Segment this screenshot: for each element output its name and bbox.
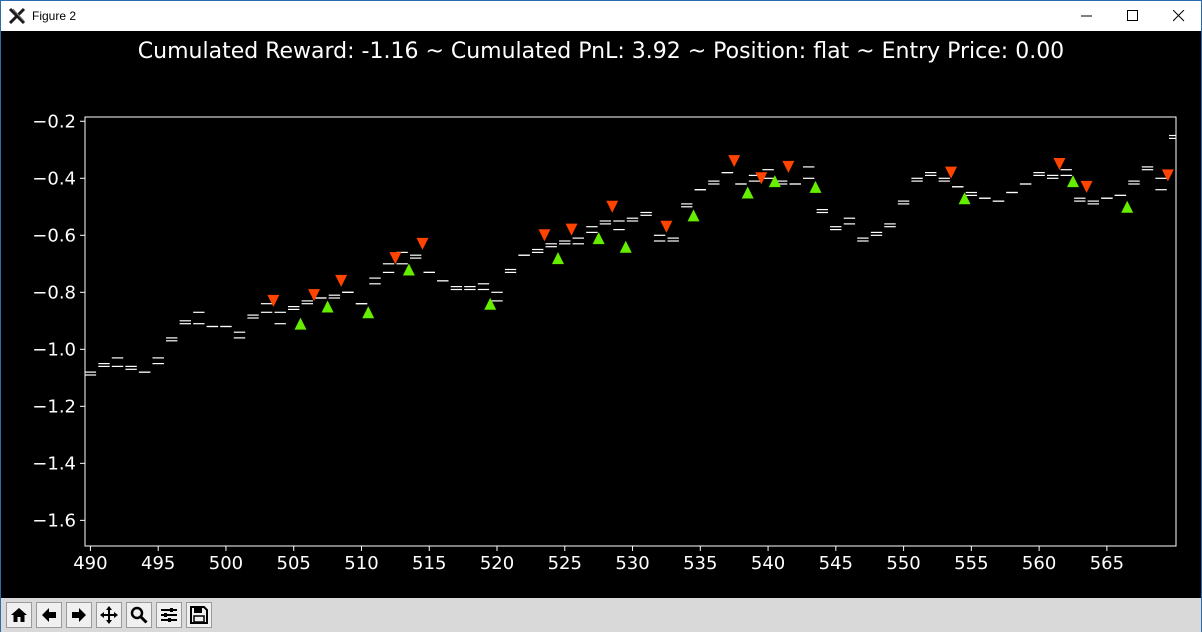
data-group xyxy=(85,134,1176,376)
buy-marker-1 xyxy=(321,300,334,313)
pan-icon xyxy=(100,606,118,624)
sell-marker-5 xyxy=(538,229,551,242)
minimize-button[interactable] xyxy=(1064,1,1110,31)
y-tick-label-1: −1.4 xyxy=(32,453,76,474)
sell-marker-13 xyxy=(1053,158,1066,171)
x-tick-label-530: 530 xyxy=(615,553,649,574)
forward-button[interactable] xyxy=(66,602,92,628)
zoom-icon xyxy=(130,606,148,624)
forward-icon xyxy=(72,608,86,622)
buy-marker-8 xyxy=(687,209,700,222)
x-tick-label-505: 505 xyxy=(277,553,311,574)
back-button[interactable] xyxy=(36,602,62,628)
y-tick-label-6: −0.4 xyxy=(32,168,76,189)
x-tick-label-510: 510 xyxy=(344,553,378,574)
x-tick-label-515: 515 xyxy=(412,553,446,574)
sell-marker-14 xyxy=(1080,180,1093,193)
sell-marker-3 xyxy=(389,252,402,265)
sell-marker-12 xyxy=(945,166,958,179)
sell-marker-8 xyxy=(660,220,673,233)
home-button[interactable] xyxy=(6,602,32,628)
buy-marker-11 xyxy=(809,180,822,193)
sell-marker-15 xyxy=(1161,169,1174,182)
x-tick-label-550: 550 xyxy=(886,553,920,574)
buy-marker-7 xyxy=(619,240,632,253)
x-tick-label-500: 500 xyxy=(209,553,243,574)
matplotlib-x-icon xyxy=(8,7,26,25)
sell-marker-2 xyxy=(335,274,348,287)
buy-marker-14 xyxy=(1121,200,1134,213)
zoom-button[interactable] xyxy=(126,602,152,628)
x-tick-label-565: 565 xyxy=(1090,553,1124,574)
plot-area[interactable]: 490 495 500 505 510 515 520 525 530 535 540 545 550 5… xyxy=(1,31,1201,598)
sell-marker-7 xyxy=(606,200,619,213)
sell-marker-6 xyxy=(565,223,578,236)
buy-marker-6 xyxy=(592,232,605,245)
x-tick-label-545: 545 xyxy=(819,553,853,574)
y-tick-label-7: −0.2 xyxy=(32,111,76,132)
buy-marker-4 xyxy=(484,297,497,310)
buy-marker-3 xyxy=(402,263,415,276)
navigation-toolbar xyxy=(1,598,1201,632)
x-tick-label-555: 555 xyxy=(954,553,988,574)
configure-subplots-icon xyxy=(161,608,177,622)
buy-marker-10 xyxy=(768,175,781,188)
window-title: Figure 2 xyxy=(32,9,77,23)
save-icon xyxy=(190,606,208,624)
y-tick-label-4: −0.8 xyxy=(32,282,76,303)
sell-marker-0 xyxy=(267,294,280,307)
x-tick-label-495: 495 xyxy=(141,553,175,574)
buy-marker-5 xyxy=(551,252,564,265)
chart-title: Cumulated Reward: -1.16 ~ Cumulated PnL:… xyxy=(137,39,1065,64)
figure-canvas[interactable] xyxy=(1,31,1201,598)
pan-button[interactable] xyxy=(96,602,122,628)
y-tick-label-5: −0.6 xyxy=(32,225,76,246)
close-button[interactable] xyxy=(1156,1,1202,31)
back-icon xyxy=(42,608,56,622)
configure-subplots-button[interactable] xyxy=(156,602,182,628)
buy-marker-9 xyxy=(741,186,754,199)
save-button[interactable] xyxy=(186,602,212,628)
maximize-icon xyxy=(1127,10,1138,21)
minimize-icon xyxy=(1081,15,1092,17)
buy-marker-12 xyxy=(958,192,971,205)
sell-marker-10 xyxy=(755,172,768,185)
x-tick-label-525: 525 xyxy=(548,553,582,574)
maximize-button[interactable] xyxy=(1110,1,1156,31)
x-tick-label-490: 490 xyxy=(73,553,107,574)
sell-marker-11 xyxy=(782,160,795,173)
axes-frame xyxy=(84,116,1177,547)
y-tick-label-0: −1.6 xyxy=(32,510,76,531)
buy-marker-13 xyxy=(1066,175,1079,188)
buy-marker-2 xyxy=(362,306,375,319)
y-tick-label-3: −1.0 xyxy=(32,339,76,360)
close-icon xyxy=(1173,10,1185,22)
buy-marker-0 xyxy=(294,317,307,330)
sell-marker-4 xyxy=(416,237,429,250)
x-tick-label-520: 520 xyxy=(480,553,514,574)
x-tick-label-540: 540 xyxy=(751,553,785,574)
home-icon xyxy=(11,608,27,622)
sell-marker-9 xyxy=(728,155,741,168)
title-bar[interactable]: Figure 2 xyxy=(1,1,1201,31)
y-tick-label-2: −1.2 xyxy=(32,396,76,417)
x-tick-label-535: 535 xyxy=(683,553,717,574)
x-tick-label-560: 560 xyxy=(1022,553,1056,574)
sell-marker-1 xyxy=(308,289,321,302)
